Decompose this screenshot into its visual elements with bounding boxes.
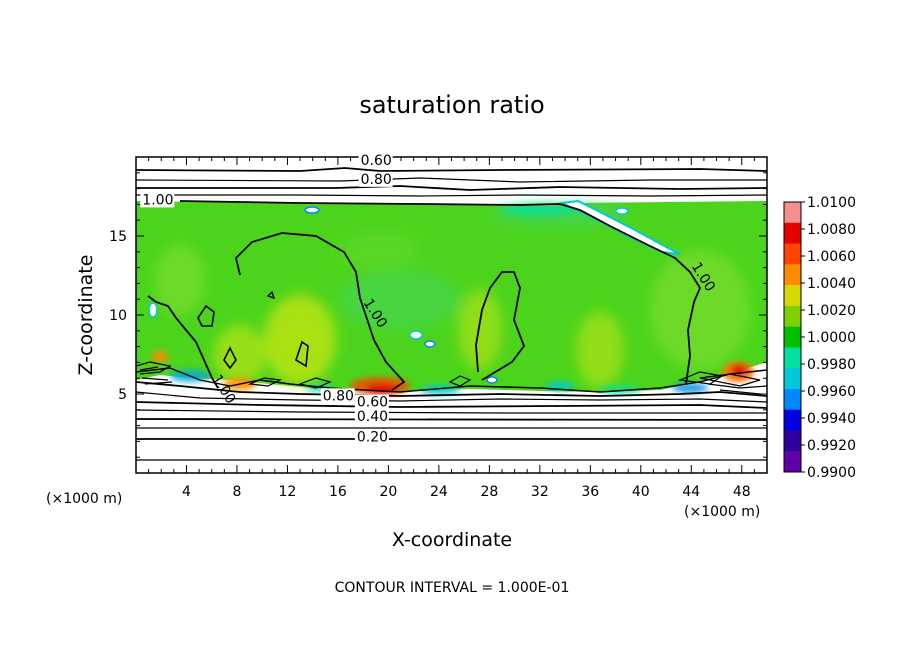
chart-title: saturation ratio xyxy=(359,91,544,119)
contour-line-1.00-mid xyxy=(235,232,406,391)
x-tick-label: 24 xyxy=(430,484,448,500)
contour-line-1.00-cell xyxy=(197,304,215,327)
colorbar-segment xyxy=(784,264,801,286)
y-axis-ticks: 5 10 15 xyxy=(109,172,767,458)
contour-label: 1.00 xyxy=(140,192,175,208)
contour-line-1.00-cell xyxy=(266,290,276,300)
colorbar-segment xyxy=(784,305,801,328)
x-tick-label: 8 xyxy=(232,484,241,500)
colorbar-tick-label: 1.0040 xyxy=(807,276,856,292)
y-tick-label: 10 xyxy=(109,308,127,324)
x-tick-label: 28 xyxy=(480,484,498,500)
y-tick-label: 5 xyxy=(118,387,127,403)
contour-line-0.90-top xyxy=(136,194,767,197)
colorbar-segment xyxy=(784,409,801,431)
contour-label: 0.40 xyxy=(354,408,389,425)
contour-label-text: 0.60 xyxy=(361,153,392,169)
x-tick-label: 48 xyxy=(733,484,751,500)
contour-line-0.80-low xyxy=(136,381,767,397)
x-units-right: (×1000 m) xyxy=(684,504,760,520)
contour-line-0.70-top xyxy=(136,177,767,183)
contour-label: 0.80 xyxy=(320,388,355,404)
colorbar-tick-label: 1.0020 xyxy=(807,303,856,319)
x-tick-label: 20 xyxy=(379,484,397,500)
contour-line-cluster-left xyxy=(136,361,173,385)
contour-line-1.00-left xyxy=(147,295,219,389)
saturation-field xyxy=(136,199,767,395)
contour-label-bg xyxy=(354,429,389,445)
contour-label: 0.20 xyxy=(354,429,389,445)
contour-label-text: 1.00 xyxy=(142,192,173,208)
x-tick-label: 44 xyxy=(682,484,700,500)
x-tick-label: 4 xyxy=(182,484,191,500)
colorbar: 1.0100 1.0080 1.0060 1.0040 1.0020 1.0000 0.99… xyxy=(783,195,856,481)
colorbar-tick-label: 1.0060 xyxy=(807,249,856,265)
y-axis-label: Z-coordinate xyxy=(75,255,97,376)
x-axis-label: X-coordinate xyxy=(392,529,512,551)
contour-label: 0.60 xyxy=(358,152,393,169)
dry-patch xyxy=(424,340,436,348)
dry-patch xyxy=(304,206,320,214)
x-tick-label: 16 xyxy=(329,484,347,500)
colorbar-tick-label: 0.9980 xyxy=(807,357,856,373)
x-tick-label: 40 xyxy=(632,484,650,500)
dry-patch xyxy=(486,376,498,384)
contour-line-1.00-cell xyxy=(295,340,309,368)
dry-patch xyxy=(148,302,158,318)
colorbar-tick-label: 1.0000 xyxy=(807,330,856,346)
colorbar-tick-label: 0.9960 xyxy=(807,384,856,400)
contour-label: 0.80 xyxy=(358,171,393,188)
contour-line-0.80-top xyxy=(136,185,767,191)
y-tick-label: 15 xyxy=(109,229,127,245)
contour-line-cluster-mid xyxy=(247,375,472,389)
contour-line-0.60-top xyxy=(136,167,767,172)
contour-line-1.00-lobe xyxy=(475,271,526,381)
contour-label-bg xyxy=(320,388,355,404)
contour-line-1.00-top xyxy=(179,200,702,385)
colorbar-segment xyxy=(784,451,801,473)
colorbar-segment xyxy=(784,202,801,224)
colorbar-tick-label: 0.9920 xyxy=(807,438,856,454)
contour-interval-note: CONTOUR INTERVAL = 1.000E-01 xyxy=(335,580,570,596)
contour-line-0.90-low xyxy=(136,367,767,393)
contour-label-text: 0.60 xyxy=(357,395,388,411)
colorbar-segment xyxy=(784,430,801,452)
colorbar-segment xyxy=(784,388,801,411)
contour-lines xyxy=(136,167,767,461)
colorbar-segment xyxy=(784,243,801,265)
contour-label: 0.60 xyxy=(354,394,389,411)
contour-label-text: 0.80 xyxy=(323,388,354,404)
dry-patch xyxy=(615,207,629,215)
contour-label-text: 0.40 xyxy=(357,409,388,425)
colorbar-segment xyxy=(784,347,801,369)
colorbar-tick-label: 1.0080 xyxy=(807,222,856,238)
contour-line-0.70-low xyxy=(136,391,767,403)
contour-line-cluster-right xyxy=(677,371,767,395)
contour-label-bg xyxy=(354,408,389,424)
colorbar-segment xyxy=(784,368,801,390)
contour-label-bg xyxy=(358,171,393,187)
x-units-left: (×1000 m) xyxy=(46,491,122,507)
contour-line-0.50-low xyxy=(136,409,767,414)
contour-label-text: 0.80 xyxy=(361,172,392,188)
colorbar-tick-label: 0.9940 xyxy=(807,411,856,427)
contour-label-bg xyxy=(354,394,389,410)
contour-label-text: 0.20 xyxy=(357,429,388,445)
contour-line-1.00-cell xyxy=(223,346,237,370)
colorbar-tick-label: 0.9900 xyxy=(807,465,856,481)
x-tick-label: 36 xyxy=(581,484,599,500)
contour-line-0.40-low xyxy=(136,418,767,421)
colorbar-segment xyxy=(784,222,801,245)
contour-line-0.60-low xyxy=(136,401,767,409)
colorbar-segment xyxy=(784,285,801,307)
x-axis-ticks: 4 8 12 16 20 24 28 32 36 40 44 48 xyxy=(148,157,755,500)
x-tick-label: 32 xyxy=(531,484,549,500)
dry-patch xyxy=(409,330,423,340)
contour-label-bg xyxy=(358,152,393,168)
contour-label-bg xyxy=(140,192,175,208)
colorbar-segment xyxy=(784,326,801,348)
x-tick-label: 12 xyxy=(279,484,297,500)
colorbar-tick-label: 1.0100 xyxy=(807,195,856,211)
